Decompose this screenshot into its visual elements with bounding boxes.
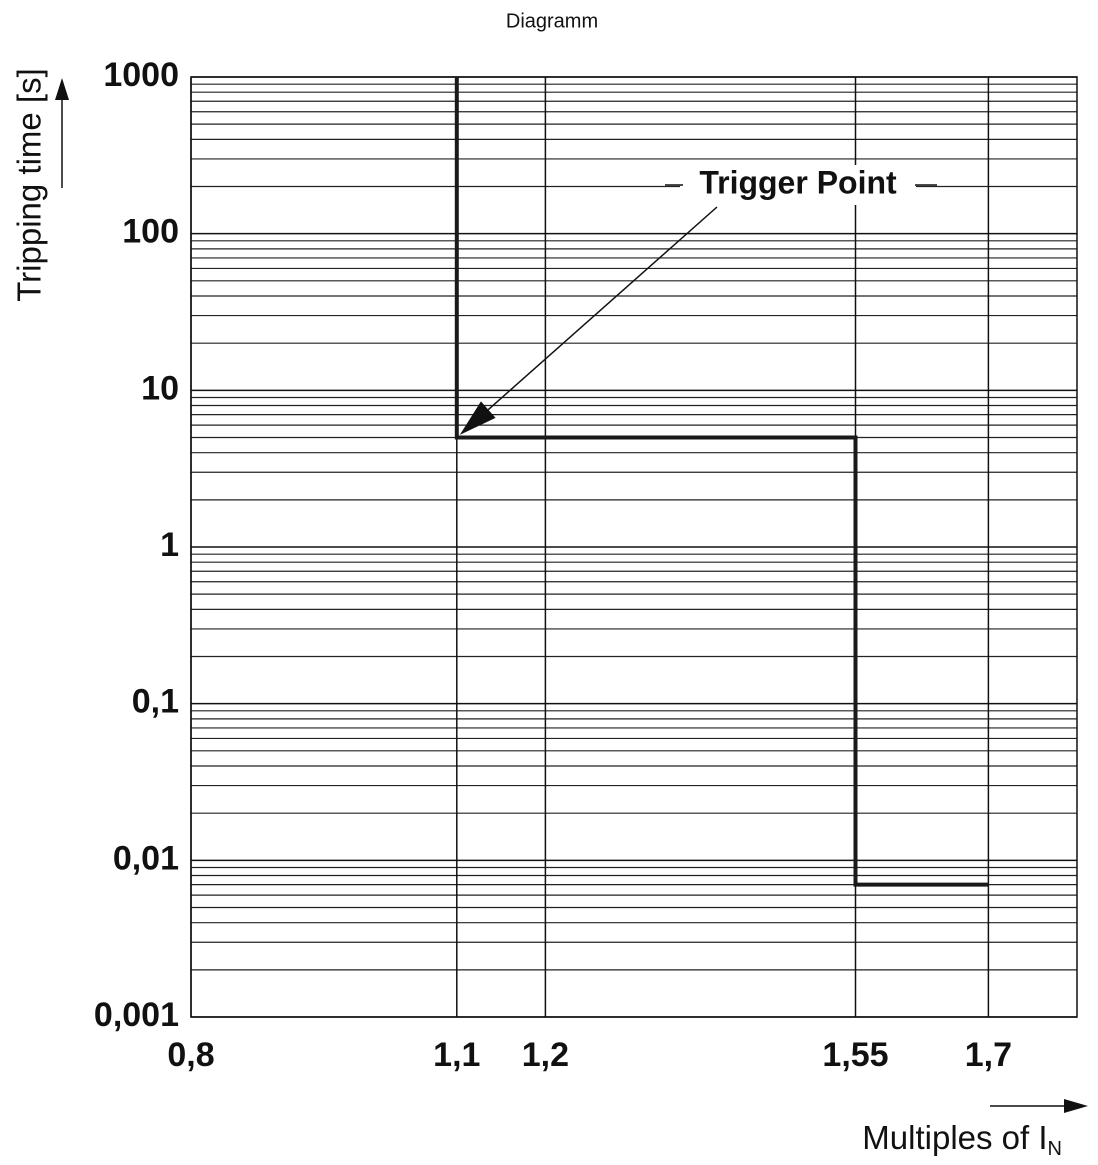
x-axis-arrow bbox=[990, 1099, 1088, 1113]
chart-title: Diagramm bbox=[506, 10, 598, 32]
curve bbox=[454, 77, 989, 887]
y-tick-label: 10 bbox=[141, 369, 179, 407]
y-tick-label: 1 bbox=[160, 526, 179, 564]
y-tick-label: 100 bbox=[122, 213, 179, 251]
x-tick-label: 1,55 bbox=[822, 1036, 888, 1074]
x-tick-label: 1,7 bbox=[965, 1036, 1012, 1074]
y-tick-label: 0,1 bbox=[132, 683, 179, 721]
x-tick-label: 1,2 bbox=[522, 1036, 569, 1074]
annotation-leader bbox=[487, 206, 718, 411]
x-tick-label: 1,1 bbox=[433, 1036, 480, 1074]
x-axis-label-main: Multiples of I bbox=[862, 1119, 1047, 1156]
annotation-arrowhead bbox=[459, 401, 496, 435]
plot-frame bbox=[190, 76, 1078, 1018]
y-tick-label: 1000 bbox=[103, 56, 179, 94]
x-axis-label: Multiples of IN bbox=[862, 1119, 1062, 1161]
annotation: Trigger Point bbox=[699, 164, 897, 200]
annotation-bg bbox=[680, 165, 916, 205]
y-axis-label: Tripping time [s] bbox=[11, 68, 48, 302]
y-axis-arrow bbox=[55, 78, 69, 188]
x-tick-label: 0,8 bbox=[167, 1036, 214, 1074]
y-tick-label: 0,01 bbox=[113, 839, 179, 877]
x-axis-label-subscript: N bbox=[1048, 1138, 1062, 1160]
y-tick-label: 0,001 bbox=[94, 996, 179, 1034]
